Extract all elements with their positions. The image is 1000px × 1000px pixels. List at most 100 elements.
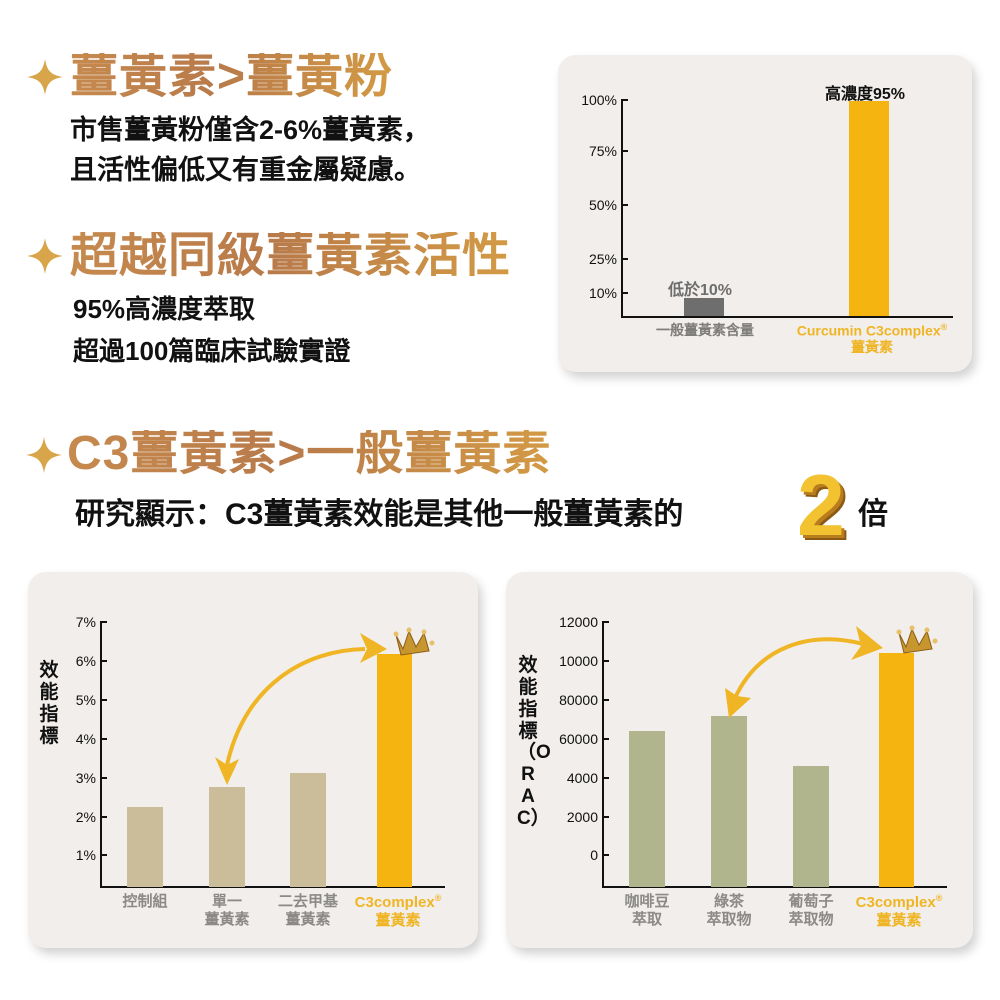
x-label-line: 葡萄子 — [788, 893, 834, 910]
bar-bisdemethoxy — [290, 773, 326, 887]
research-statement: 研究顯示：C3薑黃素效能是其他一般薑黃素的 — [75, 498, 684, 531]
x-label-green-tea: 綠茶 萃取物 — [689, 893, 769, 929]
y-tick-label: 0 — [590, 847, 598, 863]
x-label-line: 薑黃素 — [375, 912, 421, 929]
x-label-coffee-bean: 咖啡豆 萃取 — [607, 893, 687, 929]
y-tick-label: 7% — [75, 614, 96, 630]
x-label-line: 薑黃素 — [285, 911, 331, 928]
y-tick-label: 2% — [75, 809, 96, 825]
x-label-line: C3complex — [855, 894, 936, 911]
concentration-chart-card — [558, 55, 972, 372]
x-label-line: C3complex — [354, 894, 435, 911]
bar-regular-curcumin — [684, 298, 724, 316]
x-label-line: 萃取物 — [706, 911, 752, 928]
multiplier-suffix: 倍 — [858, 498, 888, 531]
y-axis-title: 效能指標（ORAC） — [517, 655, 551, 829]
tick — [100, 621, 107, 623]
y-tick-label: 1% — [75, 847, 96, 863]
bar-coffee-bean — [629, 731, 665, 887]
x-label-grape-seed: 葡萄子 萃取物 — [771, 893, 851, 929]
y-axis — [602, 621, 604, 888]
y-tick-label: 10% — [588, 285, 617, 301]
x-label-line: 薑黃素 — [851, 339, 893, 356]
crown-icon — [896, 625, 938, 654]
tick — [602, 854, 609, 856]
x-axis — [602, 886, 947, 888]
x-axis — [621, 316, 953, 318]
crown-icon — [393, 627, 435, 656]
tick — [621, 99, 628, 101]
y-tick-label: 4% — [75, 731, 96, 747]
body-line: 且活性偏低又有重金屬疑慮。 — [70, 155, 421, 185]
headline-activity: 超越同級薑黃素活性 — [70, 229, 512, 282]
y-axis — [100, 621, 102, 888]
bar-c3complex — [879, 653, 914, 887]
bar-grape-seed — [793, 766, 829, 887]
multiplier-number: 2 — [797, 458, 845, 554]
tick — [100, 854, 107, 856]
headline-c3-vs-regular: C3薑黃素>一般薑黃素 — [67, 427, 552, 480]
tick — [621, 292, 628, 294]
y-tick-label: 60000 — [559, 731, 598, 747]
x-label-control: 控制組 — [122, 893, 168, 910]
tick — [621, 150, 628, 152]
y-tick-label: 100% — [581, 92, 617, 108]
bar-c3complex — [377, 654, 412, 887]
tick — [602, 777, 609, 779]
sparkle-icon — [27, 238, 63, 274]
tick — [100, 699, 107, 701]
y-tick-label: 3% — [75, 770, 96, 786]
y-tick-label: 50% — [588, 197, 617, 213]
x-label-line: 單一 — [211, 893, 242, 910]
body-line: 95%高濃度萃取 — [73, 294, 256, 324]
tick — [621, 204, 628, 206]
tick — [602, 738, 609, 740]
tick — [602, 699, 609, 701]
y-axis-title: 效能指標 — [39, 660, 59, 747]
tick — [100, 738, 107, 740]
comparison-arrow-icon — [725, 626, 883, 718]
sparkle-icon — [26, 437, 62, 473]
y-tick-label: 4000 — [566, 770, 598, 786]
annotation-below-10: 低於10% — [668, 282, 733, 299]
bar-single-curcumin — [209, 787, 245, 887]
x-label-line: 薑黃素 — [204, 911, 250, 928]
x-label-c3complex: C3complex® 薑黃素 — [354, 893, 442, 929]
tick — [602, 621, 609, 623]
tick — [621, 258, 628, 260]
x-label-line: Curcumin C3complex — [796, 322, 941, 339]
comparison-arrow-icon — [215, 633, 387, 785]
headline-turmeric-vs-powder: 薑黃素>薑黃粉 — [70, 50, 394, 103]
tick — [602, 816, 609, 818]
y-tick-label: 6% — [75, 653, 96, 669]
x-label-line: 咖啡豆 — [624, 893, 670, 910]
tick — [100, 660, 107, 662]
x-label-line: 綠茶 — [713, 893, 744, 910]
x-axis — [100, 886, 445, 888]
tick — [602, 660, 609, 662]
y-tick-label: 80000 — [559, 692, 598, 708]
body-line: 超過100篇臨床試驗實證 — [73, 336, 351, 366]
x-label-c3complex: C3complex® 薑黃素 — [855, 893, 943, 929]
y-tick-label: 2000 — [566, 809, 598, 825]
bar-c3complex — [849, 101, 889, 316]
sparkle-icon — [27, 59, 63, 95]
tick — [100, 816, 107, 818]
bar-green-tea — [711, 716, 747, 887]
x-label-line: 萃取 — [631, 911, 662, 928]
x-label-line: 萃取物 — [788, 911, 834, 928]
annotation-95: 高濃度95% — [825, 86, 906, 103]
y-tick-label: 5% — [75, 692, 96, 708]
y-tick-label: 25% — [588, 251, 617, 267]
x-label-c3complex: Curcumin C3complex® 薑黃素 — [796, 322, 948, 356]
x-label-single: 單一 薑黃素 — [187, 893, 267, 929]
x-label-line: 二去甲基 — [277, 893, 338, 910]
bar-control — [127, 807, 163, 887]
tick — [100, 777, 107, 779]
x-label-regular: 一般薑黃素含量 — [656, 322, 754, 338]
body-line: 市售薑黃粉僅含2-6%薑黃素， — [70, 115, 431, 145]
x-label-bisdemethoxy: 二去甲基 薑黃素 — [268, 893, 348, 929]
y-tick-label: 12000 — [559, 614, 598, 630]
y-tick-label: 10000 — [559, 653, 598, 669]
y-axis — [621, 99, 623, 318]
